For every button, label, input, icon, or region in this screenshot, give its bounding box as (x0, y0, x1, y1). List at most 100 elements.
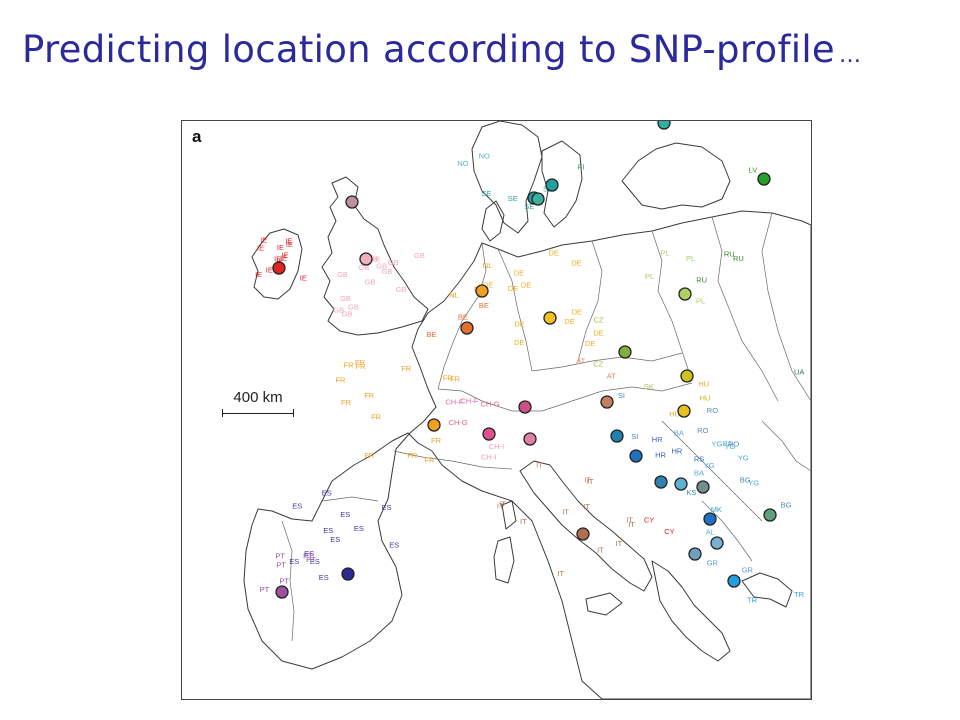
sample-label-gr: GR (707, 559, 719, 568)
centroid-at (600, 395, 614, 409)
centroid-gb-n (345, 195, 359, 209)
sample-label-fr: FR (364, 391, 375, 400)
centroid-it (576, 527, 590, 541)
sample-label-it: IT (497, 502, 504, 511)
sample-label-gb: GB (388, 258, 399, 267)
centroid-fr (427, 418, 441, 432)
sample-label-nl: NL (483, 261, 493, 270)
sample-label-it: IT (616, 539, 623, 548)
sample-label-ie: IE (285, 236, 292, 245)
sample-label-gb: GB (358, 263, 369, 272)
sample-label-it: IT (520, 517, 527, 526)
sample-label-gb: GB (365, 278, 376, 287)
sample-label-ch-i: CH-I (489, 442, 504, 451)
centroid-gb (359, 252, 373, 266)
sample-label-se: SE (524, 202, 534, 211)
sample-label-it: IT (626, 516, 633, 525)
sample-label-de: DE (508, 284, 518, 293)
sample-label-it: IT (499, 499, 506, 508)
sample-label-es: ES (322, 489, 332, 498)
sample-label-es: ES (354, 524, 364, 533)
sample-label-de: DE (521, 280, 531, 289)
centroid-ch-g (518, 400, 532, 414)
sample-label-ch-f: CH-F (445, 398, 463, 407)
sample-label-tr: TR (794, 590, 805, 599)
sample-label-yg: YG (704, 461, 715, 470)
sample-label-lv: LV (749, 166, 758, 175)
sample-label-be: BE (427, 330, 437, 339)
centroid-ba (674, 477, 688, 491)
sample-label-ie: IE (277, 243, 284, 252)
sample-label-pt: PT (306, 555, 316, 564)
slide-title-text: Predicting location according to SNP-pro… (22, 28, 835, 71)
sample-label-gb: GB (414, 251, 425, 260)
sample-label-gb: GB (333, 305, 344, 314)
sample-label-it: IT (587, 477, 594, 486)
sample-label-pl: PL (696, 297, 705, 306)
centroid-ie (272, 261, 286, 275)
sample-label-fr: FR (407, 451, 418, 460)
sample-label-hr: HR (655, 451, 666, 460)
sample-label-ie: IE (266, 266, 273, 275)
sample-label-nl: NL (449, 291, 459, 300)
centroid-lv (757, 172, 771, 186)
sample-label-de: DE (514, 320, 524, 329)
sample-label-fr: FR (371, 413, 382, 422)
centroid-fi (545, 178, 559, 192)
sample-label-si: SI (631, 432, 638, 441)
centroid-hr (629, 449, 643, 463)
sample-label-gb: GB (376, 262, 387, 271)
sample-label-pt: PT (279, 577, 289, 586)
sample-label-ba: BA (723, 439, 733, 448)
sample-label-ro: RO (697, 426, 708, 435)
scale-line (222, 409, 294, 417)
sample-label-fr: FR (344, 360, 355, 369)
sample-label-ie: IE (286, 240, 293, 249)
sample-label-it: IT (557, 569, 564, 578)
sample-label-rs: RS (694, 455, 704, 464)
centroid-ro (696, 480, 710, 494)
title-ellipsis: … (839, 43, 862, 68)
sample-label-hu: HU (700, 394, 711, 403)
sample-label-no: NO (479, 152, 490, 161)
sample-label-it: IT (597, 546, 604, 555)
sample-label-cy: CY (644, 516, 654, 525)
sample-label-gb: GB (369, 255, 380, 264)
map-figure: IE IE IE IE IE IE IE IE IE IE IE IE GB GB GB GB GB GB GB GB… (181, 120, 812, 700)
sample-label-pl: PL (645, 272, 654, 281)
centroid-si (610, 429, 624, 443)
sample-label-al: AL (706, 528, 715, 537)
scale-label: 400 km (233, 389, 283, 406)
sample-label-ro: RO (728, 439, 739, 448)
centroid-be (460, 321, 474, 335)
centroid-ch-i (523, 432, 537, 446)
sample-label-ie: IE (300, 274, 307, 283)
sample-label-cz: CZ (594, 316, 604, 325)
sample-label-ie: IE (277, 257, 284, 266)
sample-label-fr: FR (356, 362, 367, 371)
sample-label-es: ES (319, 573, 329, 582)
sample-label-ru: RU (733, 254, 744, 263)
sample-label-de: DE (571, 259, 581, 268)
sample-label-be: BE (458, 312, 468, 321)
sample-label-ch-g: CH-G (481, 399, 500, 408)
sample-label-yg: YG (738, 454, 749, 463)
centroid-cz (618, 345, 632, 359)
sample-label-cy: CY (664, 527, 674, 536)
sample-label-ch-f: CH-F (460, 397, 478, 406)
sample-label-bg: BG (740, 476, 751, 485)
sample-label-fr: FR (401, 364, 412, 373)
sample-label-es: ES (310, 557, 320, 566)
sample-label-ru: RU (696, 276, 707, 285)
sample-label-pl: PL (686, 254, 695, 263)
sample-label-yg: YG (748, 478, 759, 487)
centroid-es (341, 567, 355, 581)
sample-label-es: ES (382, 503, 392, 512)
sample-label-pl: PL (661, 248, 670, 257)
sample-label-gb: GB (342, 310, 353, 319)
sample-label-hu: HU (669, 409, 680, 418)
sea-background (182, 121, 811, 699)
sample-label-de: DE (483, 281, 493, 290)
sample-label-fr: FR (450, 374, 461, 383)
